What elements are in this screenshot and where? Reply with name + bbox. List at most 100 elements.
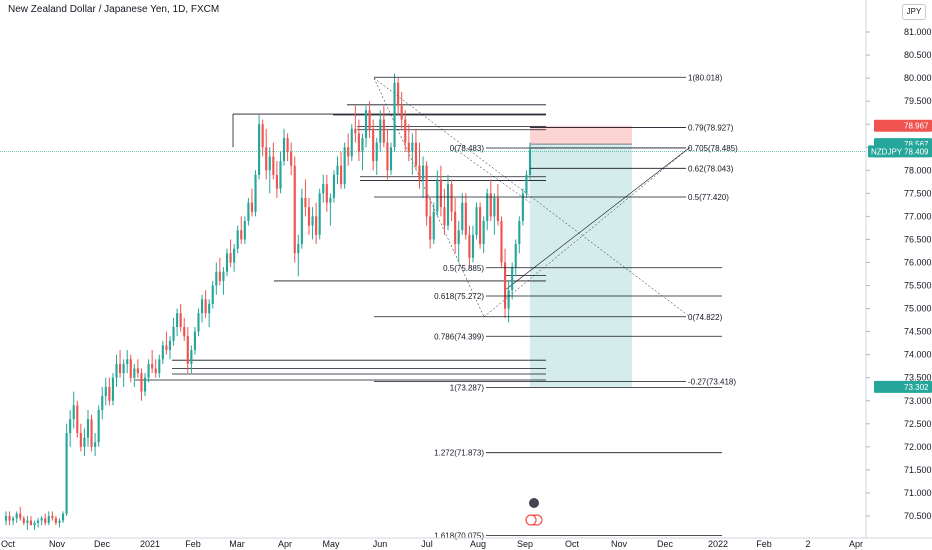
time-axis: Oct Nov Dec 2021 Feb Mar Apr May Jun Jul Aug Sep Oct…	[0, 537, 932, 549]
symbol-tag	[868, 145, 898, 158]
candle-body	[133, 368, 136, 378]
x-tick-label: Sep	[517, 539, 533, 549]
candle-body	[47, 516, 50, 523]
candle-body	[265, 147, 268, 171]
candle-body	[382, 119, 385, 143]
candle-body	[4, 516, 8, 521]
candle-body	[525, 174, 528, 194]
candle-body	[300, 197, 303, 245]
candle-body	[432, 211, 435, 240]
candle-body	[368, 110, 371, 129]
candle-body	[421, 165, 425, 180]
candle-body	[343, 147, 346, 185]
candle-body	[361, 138, 364, 152]
y-tick-label: 71.500	[904, 465, 932, 475]
candle-body	[354, 128, 357, 134]
candle-body	[40, 518, 43, 521]
candle-body	[332, 174, 336, 198]
candle-body	[261, 124, 264, 148]
event-marker-icon	[529, 498, 539, 508]
candle-body	[183, 327, 186, 337]
fib-label: 1.618(70.075)	[434, 532, 484, 541]
candle-body	[122, 363, 125, 374]
candle-body	[76, 405, 79, 434]
candle-body	[493, 197, 496, 217]
x-tick-label: Dec	[657, 539, 674, 549]
candle-body	[436, 179, 439, 212]
target-price-tag	[874, 380, 932, 393]
candle-body	[129, 359, 132, 378]
y-tick-label: 80.500	[904, 50, 932, 60]
stop-price-tag-text: 78.967	[904, 122, 929, 131]
candle-body	[33, 522, 36, 526]
y-tick-label: 76.000	[904, 257, 932, 267]
candle-body	[143, 377, 147, 392]
fib-label: 0(78.483)	[450, 144, 485, 153]
candle-body	[357, 133, 360, 152]
y-tick-label: 75.500	[904, 281, 932, 291]
candle-body	[450, 184, 453, 212]
candle-body	[200, 299, 204, 314]
candle-body	[186, 336, 189, 364]
fib-levels: 1(80.018) 0.79(78.927) 0.705(78.485) 0.62(7…	[374, 73, 738, 541]
stop-price-tag	[874, 119, 932, 132]
trend-line	[504, 147, 691, 291]
candle-body	[297, 244, 300, 254]
trend-line	[483, 147, 691, 318]
candle-body	[140, 373, 143, 392]
candle-body	[500, 220, 503, 263]
fib-label: -0.27(73.418)	[688, 377, 736, 386]
candle-body	[211, 285, 214, 304]
candle-body	[176, 313, 179, 328]
candle-body	[347, 147, 350, 157]
x-tick-label: Oct	[565, 539, 580, 549]
x-tick-label: Oct	[1, 539, 16, 549]
candle-body	[457, 230, 460, 245]
candle-body	[329, 197, 332, 203]
candle-body	[511, 267, 514, 291]
short-position-tool	[530, 125, 632, 387]
candle-body	[215, 271, 218, 286]
candle-body	[193, 331, 196, 351]
candle-body	[454, 211, 457, 245]
candle-body	[236, 230, 239, 249]
candle-body	[446, 184, 450, 226]
candle-body	[282, 138, 286, 162]
x-tick-label: Jun	[373, 539, 388, 549]
candle-body	[514, 244, 517, 268]
fib-label: 0.5(77.420)	[688, 193, 729, 202]
candle-body	[411, 142, 414, 152]
candle-body	[12, 518, 15, 521]
x-tick-label: 2022	[708, 539, 728, 549]
fib-label: 1.272(71.873)	[434, 449, 484, 458]
x-tick-label: 2	[805, 539, 810, 549]
y-tick-label: 73.000	[904, 396, 932, 406]
candle-body	[404, 119, 407, 143]
candle-body	[111, 377, 115, 401]
candle-body	[126, 359, 129, 364]
candle-body	[272, 156, 275, 175]
x-tick-label: Aug	[470, 539, 486, 549]
currency-button[interactable]: JPY	[902, 4, 926, 20]
candle-body	[165, 345, 168, 351]
candle-body	[503, 262, 507, 309]
candle-body	[479, 207, 482, 245]
candle-body	[322, 184, 325, 194]
y-tick-label: 71.000	[904, 488, 932, 498]
candle-body	[489, 193, 492, 217]
x-tick-label: Dec	[94, 539, 111, 549]
candle-body	[86, 419, 90, 438]
candle-body	[429, 216, 432, 240]
candle-body	[350, 128, 353, 157]
candle-body	[229, 253, 232, 263]
candle-body	[468, 234, 471, 258]
x-tick-label: Nov	[611, 539, 628, 549]
candle-body	[250, 202, 254, 212]
candle-body	[336, 165, 339, 175]
entry-price-tag-text: 78.567	[904, 140, 929, 149]
candle-body	[397, 82, 400, 106]
y-tick-label: 75.000	[904, 304, 932, 314]
candle-body	[439, 179, 442, 208]
candle-body	[222, 271, 225, 281]
